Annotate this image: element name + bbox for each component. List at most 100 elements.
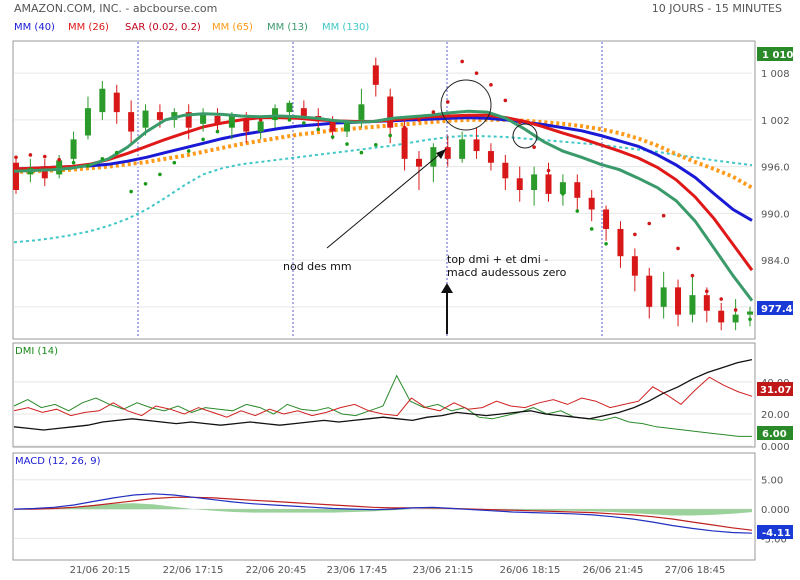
sar-dot bbox=[719, 297, 724, 301]
nod-annotation-line bbox=[326, 148, 447, 249]
price-tick-label: 1 008 bbox=[761, 69, 790, 80]
sar-dot bbox=[42, 154, 47, 159]
x-tick-label: 23/06 21:15 bbox=[413, 565, 474, 576]
candle-body bbox=[185, 112, 192, 128]
dmi-minus-box bbox=[757, 426, 793, 440]
candle-body bbox=[286, 102, 293, 113]
candle-body bbox=[545, 174, 552, 194]
sar-dot bbox=[316, 127, 321, 132]
x-tick-label: 27/06 18:45 bbox=[665, 565, 726, 576]
period-label: 10 JOURS - 15 MINUTES bbox=[651, 2, 782, 15]
candle-body bbox=[444, 147, 451, 159]
sar-dot bbox=[705, 289, 709, 294]
candle-body bbox=[358, 104, 365, 120]
x-tick-label: 22/06 20:45 bbox=[246, 565, 307, 576]
candle-body bbox=[574, 182, 581, 198]
sar-dot bbox=[690, 273, 695, 278]
sar-dot bbox=[618, 245, 623, 250]
macd-tick-label: -5.00 bbox=[761, 534, 787, 545]
price-high-box bbox=[757, 47, 793, 61]
candle-body bbox=[228, 116, 235, 128]
dmi-minus-value: 6.00 bbox=[762, 429, 787, 440]
candle-body bbox=[603, 209, 610, 229]
mm130-line bbox=[13, 134, 753, 244]
sar-dot bbox=[474, 71, 479, 75]
sar-dot bbox=[215, 129, 220, 134]
macd-line bbox=[13, 493, 753, 534]
sar-dot bbox=[86, 164, 90, 168]
candle-body bbox=[459, 139, 466, 159]
candle-body bbox=[300, 108, 307, 116]
sar-dot bbox=[374, 143, 378, 147]
dmi-plus-box bbox=[757, 382, 793, 396]
sar-dot bbox=[244, 119, 249, 124]
sar-dot bbox=[604, 241, 608, 246]
sar-dot bbox=[258, 118, 263, 122]
sar-dot bbox=[388, 133, 392, 138]
sar-dot bbox=[143, 181, 148, 186]
macd-value-box bbox=[757, 525, 793, 539]
candle-body bbox=[631, 256, 638, 276]
sar-dot bbox=[402, 125, 407, 130]
top-annotation-line2: macd audessous zero bbox=[447, 266, 567, 279]
candle-body bbox=[171, 112, 178, 120]
sar-dot bbox=[561, 192, 565, 196]
legend-sar: SAR (0.02, 0.2) bbox=[125, 22, 201, 33]
cross-circle-large bbox=[440, 79, 492, 131]
legend-mm13: MM (13) bbox=[267, 22, 308, 33]
dmi-tick-label: 20.00 bbox=[761, 410, 790, 421]
sar-dot bbox=[114, 150, 119, 155]
candle-body bbox=[99, 88, 106, 113]
candle-body bbox=[84, 108, 91, 136]
sar-dot bbox=[186, 149, 191, 153]
price-panel-frame bbox=[12, 40, 756, 340]
sar-dot bbox=[733, 308, 738, 312]
sar-dot bbox=[460, 59, 464, 64]
candle-body bbox=[113, 92, 120, 113]
mm65-line bbox=[13, 117, 753, 190]
price-last-box bbox=[757, 301, 793, 315]
sar-dot bbox=[489, 83, 493, 87]
dmi-plus-value: 31.07 bbox=[760, 385, 792, 396]
candle-body bbox=[646, 275, 653, 307]
price-high-value: 1 010 bbox=[762, 50, 793, 61]
sar-dot bbox=[517, 120, 522, 125]
candle-body bbox=[41, 166, 48, 179]
sar-dot bbox=[330, 135, 335, 139]
x-tick-label: 21/06 20:15 bbox=[70, 565, 131, 576]
price-tick-label: 1 002 bbox=[761, 116, 790, 127]
sar-dot bbox=[287, 118, 292, 122]
sar-dot bbox=[100, 157, 105, 161]
sar-dot bbox=[172, 160, 177, 165]
candle-body bbox=[344, 122, 351, 132]
sar-dot bbox=[532, 145, 536, 149]
candle-body bbox=[200, 113, 207, 124]
candle-body bbox=[415, 158, 422, 167]
candle-body bbox=[401, 127, 408, 159]
x-tick-label: 23/06 17:45 bbox=[327, 565, 388, 576]
candle-body bbox=[675, 287, 682, 315]
candle-body bbox=[487, 151, 494, 163]
sar-dot bbox=[28, 153, 33, 157]
candle-body bbox=[502, 162, 509, 179]
price-tick-label: 984.0 bbox=[761, 256, 790, 267]
price-tick-label: 990.0 bbox=[761, 209, 790, 220]
chart-title: AMAZON.COM, INC. - abcbourse.com bbox=[14, 2, 218, 15]
sar-dot bbox=[589, 227, 594, 231]
sar-dot bbox=[748, 317, 752, 322]
x-tick-label: 26/06 21:45 bbox=[583, 565, 644, 576]
candle-body bbox=[559, 182, 566, 194]
legend-mm40: MM (40) bbox=[14, 22, 55, 33]
sar-dot bbox=[359, 150, 364, 155]
sar-dot bbox=[633, 232, 637, 237]
sar-dot bbox=[71, 160, 76, 165]
candle-body bbox=[732, 314, 739, 323]
candle-body bbox=[142, 110, 149, 128]
macd-tick-label: 5.00 bbox=[761, 476, 783, 487]
macd-value: -4.11 bbox=[762, 528, 791, 539]
mm13-line bbox=[13, 109, 754, 302]
sar-dot bbox=[445, 100, 450, 104]
sar-dot bbox=[129, 189, 133, 194]
candle-body bbox=[70, 139, 77, 159]
